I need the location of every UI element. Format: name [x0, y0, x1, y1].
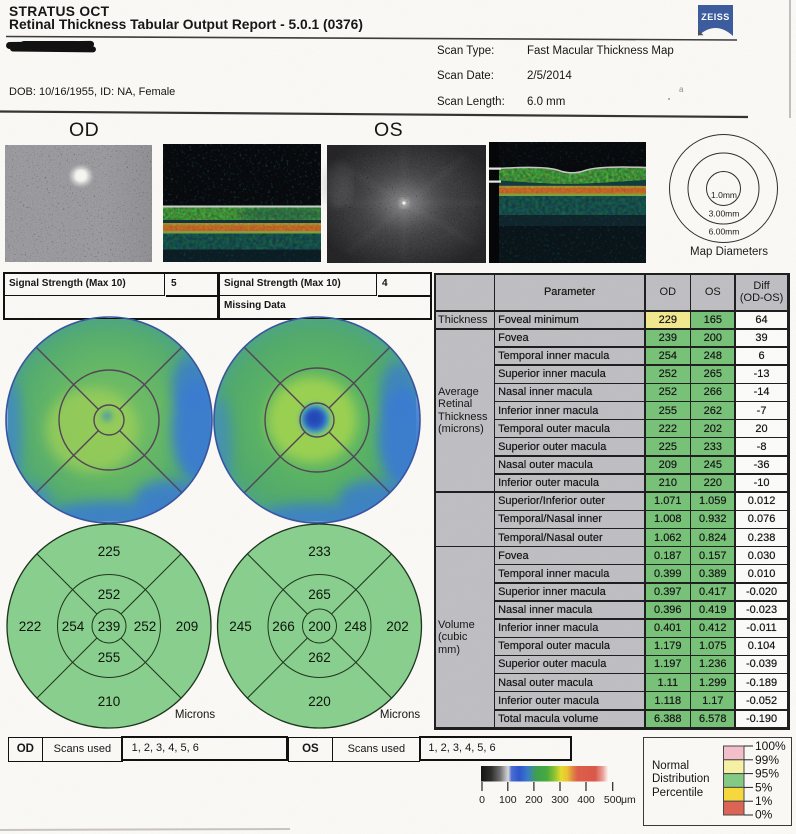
svg-text:a: a — [679, 85, 684, 94]
